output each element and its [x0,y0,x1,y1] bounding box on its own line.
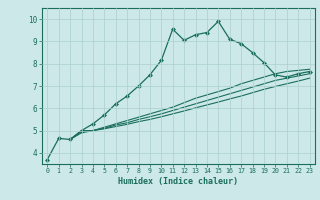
X-axis label: Humidex (Indice chaleur): Humidex (Indice chaleur) [118,177,238,186]
